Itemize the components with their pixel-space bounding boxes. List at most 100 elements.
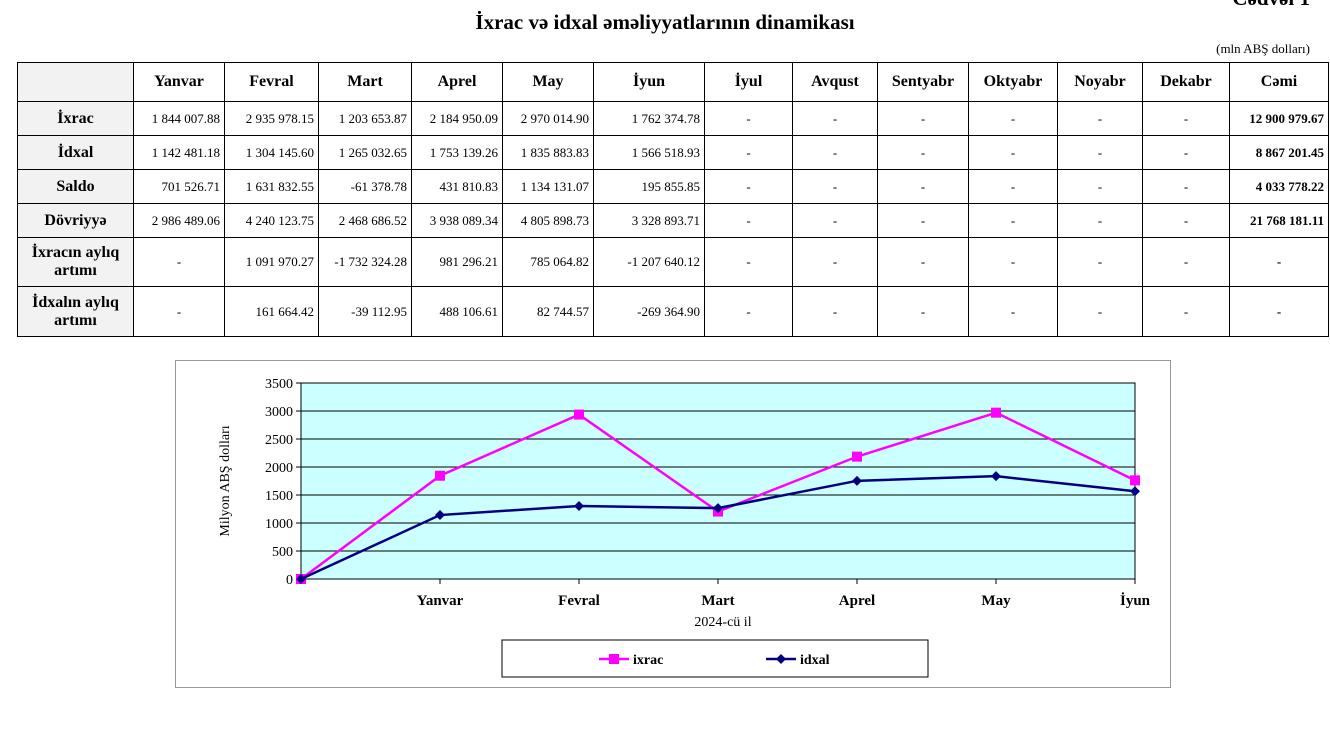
column-header: May bbox=[502, 62, 594, 102]
table-cell: - bbox=[1142, 135, 1230, 170]
table-cell: 1 134 131.07 bbox=[502, 169, 594, 204]
row-label: İdxal bbox=[17, 135, 134, 170]
plot-area bbox=[300, 382, 1136, 580]
table-cell: 1 265 032.65 bbox=[318, 135, 412, 170]
table-cell: 2 184 950.09 bbox=[411, 101, 503, 136]
ixrac-marker bbox=[435, 470, 445, 481]
legend-label: idxal bbox=[800, 653, 830, 668]
x-axis-label: 2024-cü il bbox=[694, 615, 751, 630]
legend-label: ixrac bbox=[633, 653, 663, 668]
table-cell: - bbox=[1057, 203, 1143, 238]
table-cell: 981 296.21 bbox=[411, 237, 503, 287]
table-cell: 431 810.83 bbox=[411, 169, 503, 204]
table-cell: - bbox=[792, 237, 878, 287]
table-row: Dövriyyə 2 986 489.06 4 240 123.75 2 468 68… bbox=[17, 203, 1329, 238]
table-cell: - bbox=[1057, 169, 1143, 204]
column-header: Avqust bbox=[792, 62, 878, 102]
table-cell: - bbox=[877, 169, 969, 204]
table-cell: 1 142 481.18 bbox=[133, 135, 225, 170]
column-header: Cəmi bbox=[1229, 62, 1329, 102]
column-header: Oktyabr bbox=[968, 62, 1058, 102]
table-cell: - bbox=[1229, 286, 1329, 337]
table-cell: -1 732 324.28 bbox=[318, 237, 412, 287]
table-cell: 3 328 893.71 bbox=[593, 203, 705, 238]
table-cell: 1 844 007.88 bbox=[133, 101, 225, 136]
table-cell: - bbox=[704, 203, 793, 238]
y-tick-label: 3500 bbox=[265, 377, 293, 392]
y-tick-label: 2500 bbox=[265, 433, 293, 448]
column-header: Mart bbox=[318, 62, 412, 102]
table-cell: 701 526.71 bbox=[133, 169, 225, 204]
table-cell: - bbox=[968, 203, 1058, 238]
table-label: Cədvəl 1 bbox=[1232, 0, 1310, 11]
ixrac-marker bbox=[991, 407, 1001, 418]
table-cell: - bbox=[968, 286, 1058, 337]
table-cell: - bbox=[704, 237, 793, 287]
table-cell: - bbox=[792, 169, 878, 204]
table-row: Saldo 701 526.71 1 631 832.55 -61 378.78 431… bbox=[17, 169, 1329, 204]
row-label: Saldo bbox=[17, 169, 134, 204]
table-cell: 2 468 686.52 bbox=[318, 203, 412, 238]
y-tick-label: 1500 bbox=[265, 489, 293, 504]
ixrac-marker bbox=[852, 451, 862, 462]
y-tick-label: 1000 bbox=[265, 517, 293, 532]
column-header: Fevral bbox=[224, 62, 319, 102]
column-header: Yanvar bbox=[133, 62, 225, 102]
table-cell: - bbox=[968, 237, 1058, 287]
column-header: İyun bbox=[593, 62, 705, 102]
table-cell: - bbox=[704, 135, 793, 170]
table-cell: - bbox=[133, 237, 225, 287]
table-cell: -61 378.78 bbox=[318, 169, 412, 204]
table-row: İdxal 1 142 481.18 1 304 145.60 1 265 032.6… bbox=[17, 135, 1329, 170]
table-cell: - bbox=[704, 101, 793, 136]
table-header-row: Yanvar Fevral Mart Aprel May İyun İyul Avqust Se… bbox=[17, 62, 1329, 102]
table-row: İxrac 1 844 007.88 2 935 978.15 1 203 653.8… bbox=[17, 101, 1329, 136]
table-cell: 1 304 145.60 bbox=[224, 135, 319, 170]
y-axis-label: Milyon ABŞ dolları bbox=[218, 425, 233, 536]
line-chart: 0 500 1000 1500 2000 2500 3000 3500 Yanvar Fevral… bbox=[218, 377, 1151, 678]
table-cell: - bbox=[1142, 286, 1230, 337]
y-tick-label: 3000 bbox=[265, 405, 293, 420]
table-cell: 8 867 201.45 bbox=[1229, 135, 1329, 170]
x-tick-label: İyun bbox=[1120, 592, 1151, 609]
data-table: Yanvar Fevral Mart Aprel May İyun İyul Avqust Se… bbox=[17, 62, 1329, 337]
y-tick-label: 2000 bbox=[265, 461, 293, 476]
table-cell: - bbox=[1229, 237, 1329, 287]
idxal-marker bbox=[296, 574, 306, 584]
idxal-marker bbox=[713, 503, 723, 514]
table-cell: 1 753 139.26 bbox=[411, 135, 503, 170]
table-cell: - bbox=[792, 101, 878, 136]
legend: ixrac idxal bbox=[501, 639, 929, 678]
table-cell: - bbox=[1057, 135, 1143, 170]
table-cell: - bbox=[1057, 237, 1143, 287]
idxal-marker bbox=[776, 654, 786, 664]
table-cell: - bbox=[1142, 237, 1230, 287]
row-label: İxrac bbox=[17, 101, 134, 136]
column-header: Dekabr bbox=[1142, 62, 1230, 102]
table-cell: - bbox=[968, 135, 1058, 170]
table-cell: -39 112.95 bbox=[318, 286, 412, 337]
table-cell: - bbox=[792, 203, 878, 238]
table-cell: - bbox=[877, 237, 969, 287]
ixrac-marker bbox=[574, 409, 584, 420]
table-cell: - bbox=[704, 286, 793, 337]
x-tick-label: Aprel bbox=[839, 593, 875, 609]
table-cell: - bbox=[968, 101, 1058, 136]
table-cell: 1 566 518.93 bbox=[593, 135, 705, 170]
table-cell: 21 768 181.11 bbox=[1229, 203, 1329, 238]
table-cell: 82 744.57 bbox=[502, 286, 594, 337]
table-cell: 785 064.82 bbox=[502, 237, 594, 287]
table-cell: - bbox=[133, 286, 225, 337]
row-label: İxracın aylıq artımı bbox=[17, 237, 134, 287]
table-cell: - bbox=[877, 203, 969, 238]
column-header: Noyabr bbox=[1057, 62, 1143, 102]
table-cell: - bbox=[792, 135, 878, 170]
legend-box bbox=[501, 639, 929, 678]
x-tick-label: Mart bbox=[701, 593, 734, 609]
table-cell: - bbox=[1142, 169, 1230, 204]
row-label: Dövriyyə bbox=[17, 203, 134, 238]
table-cell: 1 835 883.83 bbox=[502, 135, 594, 170]
idxal-marker bbox=[1130, 486, 1140, 497]
table-cell: 4 805 898.73 bbox=[502, 203, 594, 238]
idxal-marker bbox=[574, 500, 584, 511]
